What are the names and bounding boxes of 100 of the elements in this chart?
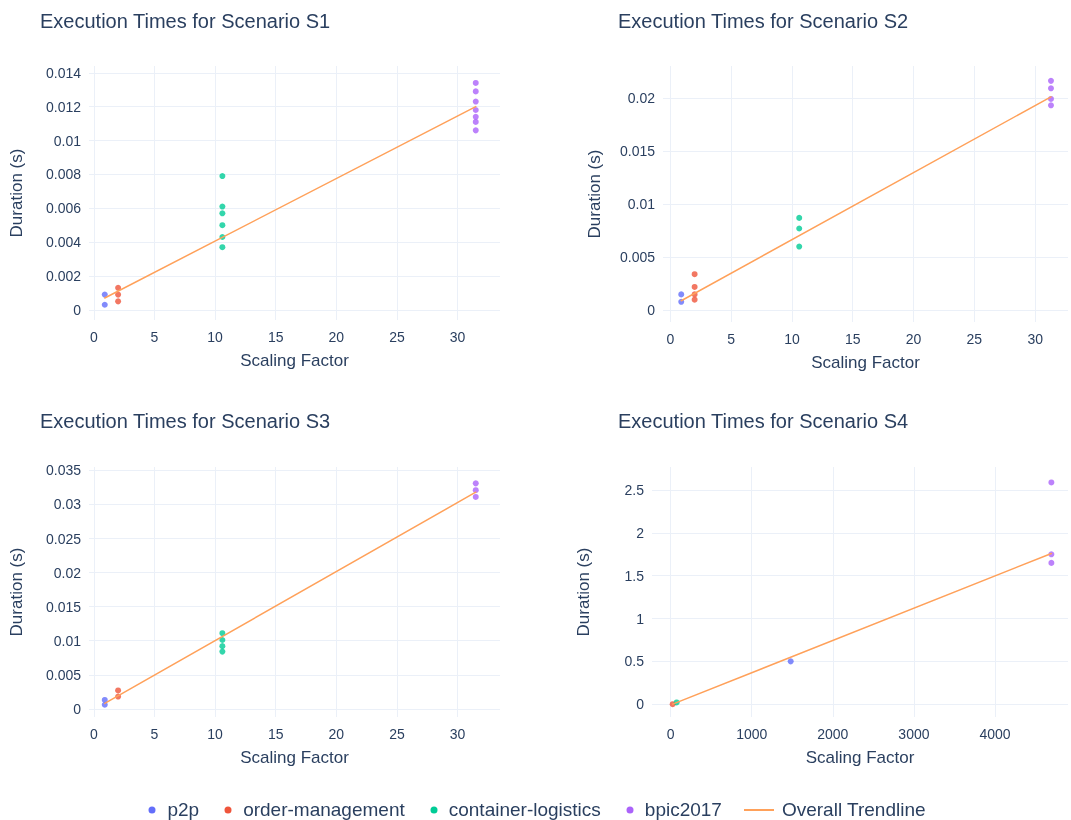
x-tick-label: 2000 [817,726,849,742]
y-tick-label: 0.5 [624,653,645,670]
y-tick-label: 0.02 [627,89,656,106]
x-tick-label: 10 [207,726,224,742]
y-axis-title: Duration (s) [7,148,26,238]
point [115,687,122,694]
x-tick-label: 0 [89,726,98,742]
point [691,271,698,278]
y-tick-label: 0.015 [45,598,82,615]
y-tick-label: 0.02 [53,564,82,581]
y-tick-label: 0.005 [619,249,656,266]
point [1047,77,1054,84]
y-tick-label: 0.01 [627,196,656,213]
point [678,291,685,298]
x-tick-label: 15 [267,726,284,742]
x-tick-label: 15 [844,331,861,347]
chart-title: Execution Times for Scenario S4 [618,410,909,432]
x-tick-label: 20 [328,726,345,742]
x-tick-label: 4000 [979,726,1011,742]
chart-title: Execution Times for Scenario S1 [40,10,331,32]
y-tick-label: 0.035 [45,462,82,479]
x-axis-title: Scaling Factor [811,353,921,372]
x-tick-label: 20 [905,331,922,347]
y-tick-label: 1 [636,610,645,627]
x-tick-label: 5 [150,726,159,742]
point [691,296,698,303]
legend-label: bpic2017 [644,799,722,820]
legend-label: order-management [243,799,405,820]
chart-title: Execution Times for Scenario S2 [618,10,909,32]
x-tick-label: 1000 [736,726,768,742]
y-axis-title: Duration (s) [574,547,593,637]
point [472,113,479,120]
point [115,298,122,305]
point [219,210,226,217]
y-tick-label: 0 [73,700,82,717]
y-tick-label: 0 [73,301,82,318]
point [1048,559,1055,566]
y-tick-label: 2 [636,524,645,541]
point [796,225,803,232]
x-tick-label: 30 [449,726,466,742]
x-tick-label: 20 [328,329,345,345]
x-tick-label: 0 [89,329,98,345]
y-tick-label: 0.03 [53,496,82,513]
point [472,118,479,125]
y-tick-label: 0.01 [53,632,82,649]
point [472,127,479,134]
y-tick-label: 0.005 [45,666,82,683]
point [219,643,226,650]
legend-label: p2p [167,799,200,820]
x-tick-label: 0 [666,331,675,347]
x-axis-title: Scaling Factor [805,748,915,767]
point [678,298,685,305]
x-tick-label: 5 [150,329,159,345]
x-tick-label: 5 [727,331,736,347]
point [115,284,122,291]
x-tick-label: 25 [389,726,405,742]
point [1047,85,1054,92]
y-tick-label: 0 [636,696,645,713]
y-tick-label: 0.006 [45,200,82,217]
y-tick-label: 0.004 [45,234,82,251]
x-tick-label: 10 [784,331,800,347]
y-tick-label: 0 [647,302,656,319]
y-tick-label: 0.025 [45,530,82,547]
point [796,214,803,221]
x-tick-label: 30 [1027,331,1044,347]
y-tick-label: 0.01 [53,132,82,149]
x-axis-title: Scaling Factor [240,748,350,767]
point [472,487,479,494]
y-tick-label: 0.012 [45,98,82,115]
legend-label: Overall Trendline [781,799,926,820]
point [219,637,226,644]
point [219,173,226,180]
point [1048,479,1055,486]
x-tick-label: 3000 [898,726,930,742]
point [472,79,479,86]
y-axis-title: Duration (s) [585,149,604,239]
point [115,291,122,298]
x-tick-label: 30 [449,329,466,345]
x-tick-label: 10 [207,329,224,345]
y-tick-label: 0.002 [45,267,82,284]
point [796,243,803,250]
x-tick-label: 15 [267,329,284,345]
point [219,222,226,229]
y-tick-label: 1.5 [624,567,645,584]
point [219,203,226,210]
point [219,648,226,655]
x-tick-label: 25 [966,331,983,347]
y-tick-label: 0.008 [45,166,82,183]
point [101,301,108,308]
x-tick-label: 0 [666,726,675,742]
point [219,244,226,251]
y-axis-title: Duration (s) [7,547,26,637]
legend-label: container-logistics [448,799,601,820]
x-axis-title: Scaling Factor [240,351,350,370]
y-tick-label: 0.014 [45,64,82,81]
point [1047,102,1054,109]
x-tick-label: 25 [389,329,405,345]
point [691,283,698,290]
point [472,98,479,105]
point [472,493,479,500]
